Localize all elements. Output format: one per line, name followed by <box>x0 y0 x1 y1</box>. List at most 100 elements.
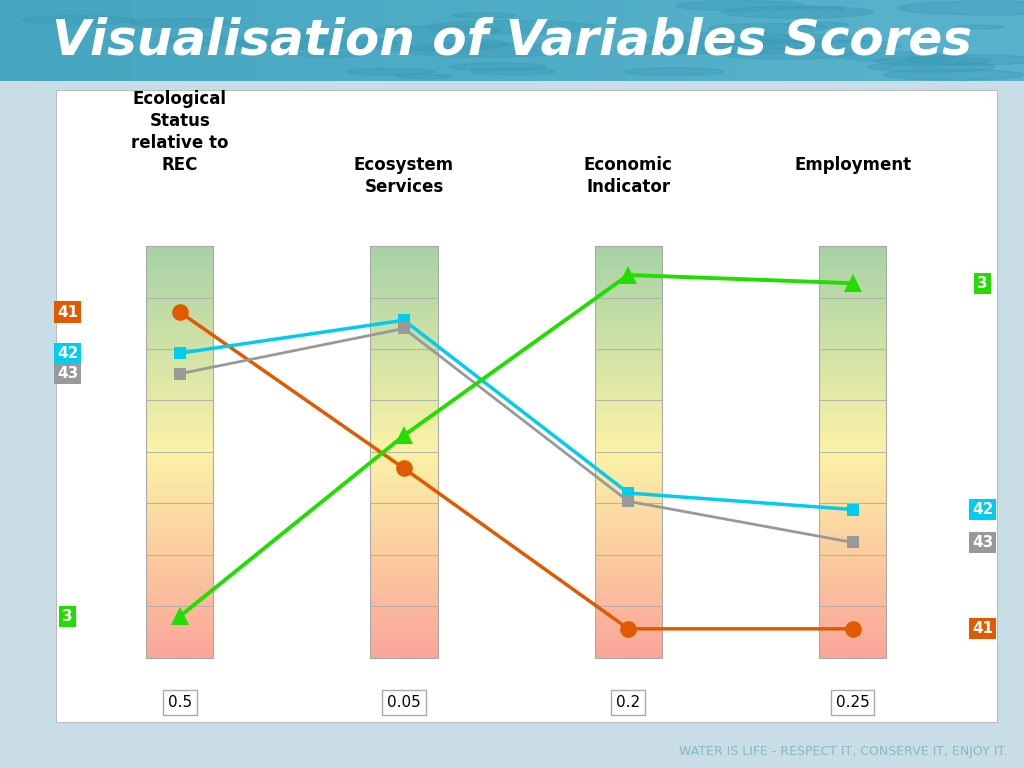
Bar <box>819 433 886 435</box>
Bar <box>922 0 927 81</box>
Bar <box>595 571 662 573</box>
Bar <box>146 304 213 306</box>
Bar <box>595 452 662 454</box>
Bar <box>371 522 437 524</box>
Bar <box>146 468 213 471</box>
Bar <box>947 0 952 81</box>
Bar <box>595 559 662 561</box>
Bar <box>819 290 886 291</box>
Bar <box>371 368 437 369</box>
Bar <box>595 581 662 584</box>
Bar <box>563 0 568 81</box>
Bar <box>814 0 819 81</box>
Bar <box>371 376 437 378</box>
Bar <box>819 415 886 417</box>
Bar <box>146 450 213 452</box>
Bar <box>819 378 886 380</box>
Bar <box>371 545 437 547</box>
Bar <box>371 254 437 257</box>
Bar <box>696 0 701 81</box>
Bar <box>371 433 437 435</box>
Bar <box>595 343 662 345</box>
Bar <box>794 0 799 81</box>
Bar <box>146 561 213 563</box>
Bar <box>371 329 437 330</box>
Bar <box>595 279 662 281</box>
Bar <box>819 478 886 481</box>
Bar <box>819 265 886 266</box>
Bar <box>819 417 886 419</box>
Bar <box>371 353 437 356</box>
Bar <box>595 363 662 366</box>
Bar <box>927 0 932 81</box>
Bar <box>595 275 662 277</box>
Bar <box>595 464 662 466</box>
Bar <box>371 505 437 508</box>
Bar <box>20 0 26 81</box>
Bar <box>371 541 437 542</box>
Bar <box>595 489 662 491</box>
Bar <box>146 600 213 602</box>
Bar <box>595 356 662 357</box>
Bar <box>594 0 599 81</box>
Bar <box>146 254 213 257</box>
Bar <box>146 419 213 421</box>
Bar <box>819 279 886 281</box>
Bar <box>595 384 662 386</box>
Bar <box>595 518 662 520</box>
Bar <box>371 650 437 651</box>
Bar <box>371 341 437 343</box>
Bar <box>819 608 886 611</box>
Bar <box>595 475 662 477</box>
Bar <box>371 291 437 293</box>
Bar <box>146 635 213 637</box>
Bar <box>819 372 886 374</box>
Bar <box>595 594 662 596</box>
Bar <box>595 411 662 413</box>
Bar <box>819 471 886 472</box>
Bar <box>595 265 662 266</box>
Bar <box>371 483 437 485</box>
Bar <box>389 0 394 81</box>
Bar <box>595 647 662 650</box>
Bar <box>595 304 662 306</box>
Bar <box>292 0 297 81</box>
Bar <box>371 499 437 502</box>
Bar <box>819 612 886 614</box>
Bar <box>595 427 662 429</box>
Bar <box>845 0 850 81</box>
Bar <box>146 639 213 641</box>
Bar <box>146 645 213 647</box>
Bar <box>371 542 437 545</box>
Bar <box>371 287 437 290</box>
Bar <box>371 567 437 569</box>
Bar <box>819 323 886 324</box>
Bar <box>819 285 886 287</box>
Text: Ecological
Status
relative to
REC: Ecological Status relative to REC <box>131 90 228 174</box>
Bar <box>146 598 213 600</box>
Bar <box>819 454 886 456</box>
Bar <box>595 285 662 287</box>
Bar <box>753 0 758 81</box>
Circle shape <box>838 52 956 61</box>
Bar <box>371 298 437 300</box>
Bar <box>404 0 410 81</box>
Bar <box>271 0 276 81</box>
Bar <box>876 0 881 81</box>
Bar <box>819 368 886 369</box>
Bar <box>819 347 886 349</box>
Bar <box>819 629 886 631</box>
Text: 43: 43 <box>972 535 993 550</box>
Bar <box>371 509 437 511</box>
Bar <box>819 409 886 411</box>
Bar <box>371 366 437 368</box>
Bar <box>579 0 584 81</box>
Bar <box>595 263 662 265</box>
Bar <box>819 406 886 409</box>
Bar <box>146 298 213 300</box>
Bar <box>371 592 437 594</box>
Bar <box>595 545 662 547</box>
Bar <box>595 565 662 567</box>
Bar <box>371 518 437 520</box>
Bar <box>595 392 662 394</box>
